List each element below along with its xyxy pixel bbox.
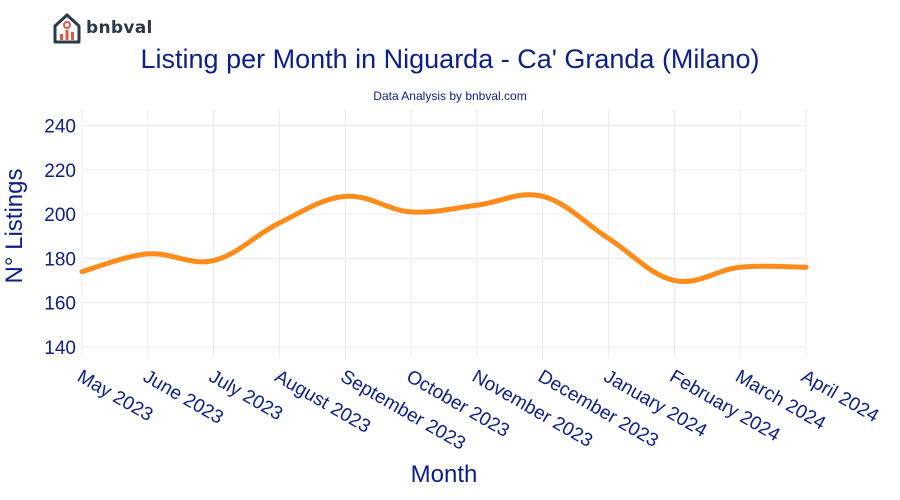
y-tick-label: 140 xyxy=(44,338,76,359)
chart-title: Listing per Month in Niguarda - Ca' Gran… xyxy=(140,44,760,74)
data-point xyxy=(673,280,675,281)
data-point xyxy=(476,204,478,206)
series-line xyxy=(79,192,809,284)
data-point xyxy=(410,211,412,213)
data-point xyxy=(213,260,215,262)
y-tick-label: 200 xyxy=(44,205,76,226)
chart-subtitle: Data Analysis by bnbval.com xyxy=(373,89,527,103)
data-point xyxy=(278,222,280,224)
data-point xyxy=(81,271,83,273)
data-point xyxy=(608,237,610,239)
grid xyxy=(81,110,807,358)
data-point xyxy=(344,195,346,197)
y-tick-label: 180 xyxy=(44,249,76,270)
y-tick-label: 240 xyxy=(44,117,76,138)
x-tick-label: February 2024 xyxy=(666,366,784,446)
y-tick-label: 160 xyxy=(44,294,76,315)
series-layer xyxy=(79,192,809,284)
brand-name: bnbval xyxy=(86,18,153,38)
y-tick-label: 220 xyxy=(44,161,76,182)
brand-logo: bnbval xyxy=(52,12,153,44)
house-chart-icon xyxy=(53,13,81,44)
data-point xyxy=(739,266,741,268)
data-point xyxy=(542,195,544,197)
data-point xyxy=(147,253,149,255)
data-point xyxy=(805,266,807,268)
y-axis-ticks: 140 160 180 200 220 240 xyxy=(44,117,76,359)
x-axis-label: Month xyxy=(411,461,478,488)
y-axis-label: N° Listings xyxy=(1,169,28,284)
